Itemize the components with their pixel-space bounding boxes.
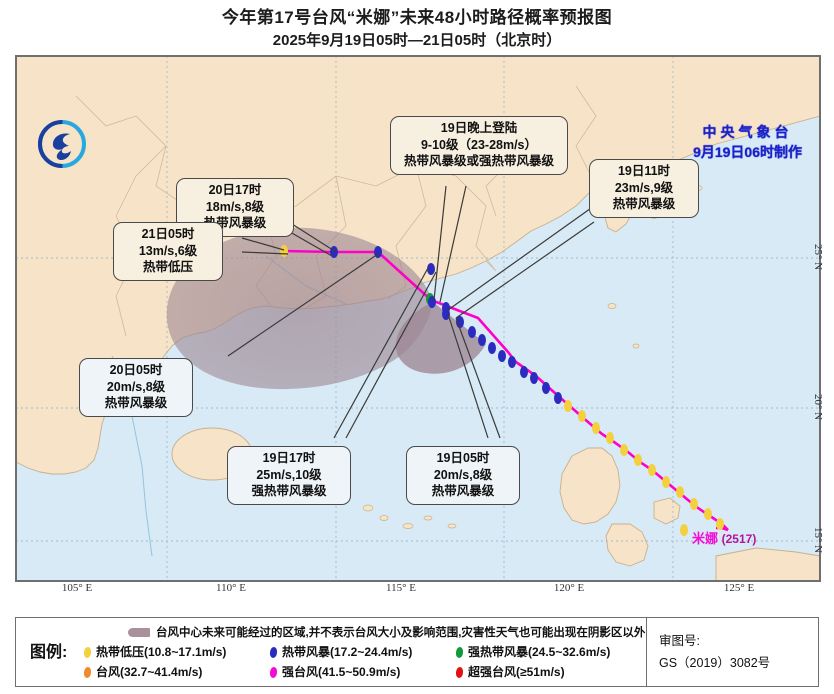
callout-19d05h-row1: 19日05时 [436,451,490,465]
legend-label-superty: 超强台风(≥51m/s) [468,665,565,679]
legend-item-superty: 超强台风(≥51m/s) [455,663,642,681]
storm-name-label: 米娜 (2517) [692,528,756,547]
callout-20d05h-row1: 20日05时 [109,363,163,377]
callout-landfall[interactable]: 19日晚上登陆 9-10级（23-28m/s） 热带风暴级或强热带风暴级 [390,116,568,175]
severe-typhoon-dot-icon [269,666,278,678]
title-line-1: 今年第17号台风“米娜”未来48小时路径概率预报图 [221,8,613,27]
legend-item-td: 热带低压(10.8~17.1m/s) [83,643,270,661]
legend-title: 图例: [30,644,68,661]
callout-19d11h[interactable]: 19日11时 23m/s,9级 热带风暴级 [589,159,699,218]
legend-main: 图例: 台风中心未来可能经过的区域,并不表示台风大小及影响范围,灾害性天气也可能… [16,618,646,686]
callout-landfall-row1: 19日晚上登陆 [440,121,518,135]
forecast-cone [166,227,433,390]
tropical-storm-dot-icon [269,646,278,658]
leader-lines [227,185,595,439]
legend-label-ty: 台风(32.7~41.4m/s) [96,665,203,679]
callout-19d11h-row3: 热带风暴级 [612,197,676,211]
storm-name-text: 米娜 [692,531,719,546]
approval-number: GS（2019）3082号 [659,656,771,670]
legend-label-ts: 热带风暴(17.2~24.4m/s) [282,645,413,659]
callout-20d05h-row3: 热带风暴级 [104,396,168,410]
severe-tropical-storm-dot-icon [455,646,464,658]
legend-items: 热带低压(10.8~17.1m/s) 热带风暴(17.2~24.4m/s) 强热… [83,643,642,681]
lon-label-120: 120° E [553,582,585,594]
callout-19d17h-row2: 25m/s,10级 [256,467,322,482]
typhoon-dot-icon [83,666,92,678]
lon-label-125: 125° E [723,582,755,594]
approval-block: 审图号: GS（2019）3082号 [646,618,818,686]
approval-label: 审图号: [659,634,700,648]
super-typhoon-dot-icon [455,666,464,678]
callout-21d05h-row1: 21日05时 [141,227,195,241]
legend-item-ts: 热带风暴(17.2~24.4m/s) [269,643,456,661]
callout-19d11h-row2: 23m/s,9级 [614,180,674,195]
title-line-2: 2025年9月19日05时—21日05时（北京时） [272,32,562,49]
callout-19d17h[interactable]: 19日17时 25m/s,10级 强热带风暴级 [227,446,351,505]
page-title: 今年第17号台风“米娜”未来48小时路径概率预报图 2025年9月19日05时—… [0,6,834,52]
lon-label-105: 105° E [61,582,93,594]
agency-stamp: 中央气象台 9月19日06时制作 [693,122,802,162]
legend-label-sts: 强热带风暴(24.5~32.6m/s) [468,645,611,659]
callout-19d11h-row1: 19日11时 [617,164,671,178]
map-canvas[interactable]: 中央气象台 9月19日06时制作 20日17时 18m/s,8级 热带风暴级 1… [15,55,821,582]
lat-label-25: 25° N [812,244,824,271]
legend-note-text: 台风中心未来可能经过的区域,并不表示台风大小及影响范围,灾害性天气也可能出现在阴… [156,627,646,639]
track-points [280,245,724,536]
callout-20d17h-row1: 20日17时 [208,183,262,197]
legend-label-sty: 强台风(41.5~50.9m/s) [282,665,401,679]
legend-label-td: 热带低压(10.8~17.1m/s) [96,645,227,659]
callout-19d05h-row3: 热带风暴级 [431,484,495,498]
lat-label-15: 15° N [812,527,824,554]
agency-name: 中央气象台 [702,124,793,140]
agency-issued-time: 9月19日06时制作 [693,144,802,160]
lat-label-20: 20° N [812,394,824,421]
callout-21d05h-row3: 热带低压 [142,260,193,274]
callout-19d17h-row1: 19日17时 [262,451,316,465]
longitude-axis: 105° E 110° E 115° E 120° E 125° E [15,582,819,600]
lon-label-110: 110° E [216,582,246,594]
callout-19d05h-row2: 20m/s,8级 [433,467,493,482]
callout-landfall-row3: 热带风暴级或强热带风暴级 [403,154,554,168]
lon-label-115: 115° E [386,582,416,594]
legend-item-sts: 强热带风暴(24.5~32.6m/s) [455,643,642,661]
storm-id-text: (2517) [721,532,757,546]
cma-dragon-logo [36,118,88,170]
callout-20d05h-row2: 20m/s,8级 [106,379,166,394]
tropical-depression-dot-icon [83,646,92,658]
callout-21d05h-row2: 13m/s,6级 [138,243,198,258]
callout-20d05h[interactable]: 20日05时 20m/s,8级 热带风暴级 [79,358,193,417]
legend-note-row: 台风中心未来可能经过的区域,并不表示台风大小及影响范围,灾害性天气也可能出现在阴… [128,625,645,641]
cone-swatch-icon [128,628,150,638]
legend-panel: 图例: 台风中心未来可能经过的区域,并不表示台风大小及影响范围,灾害性天气也可能… [15,617,819,687]
callout-landfall-row2: 9-10级（23-28m/s） [420,137,538,152]
callout-20d17h-row2: 18m/s,8级 [205,199,265,214]
legend-item-ty: 台风(32.7~41.4m/s) [83,663,270,681]
callout-21d05h[interactable]: 21日05时 13m/s,6级 热带低压 [113,222,223,281]
callout-19d17h-row3: 强热带风暴级 [251,484,327,498]
legend-item-sty: 强台风(41.5~50.9m/s) [269,663,456,681]
callout-19d05h[interactable]: 19日05时 20m/s,8级 热带风暴级 [406,446,520,505]
